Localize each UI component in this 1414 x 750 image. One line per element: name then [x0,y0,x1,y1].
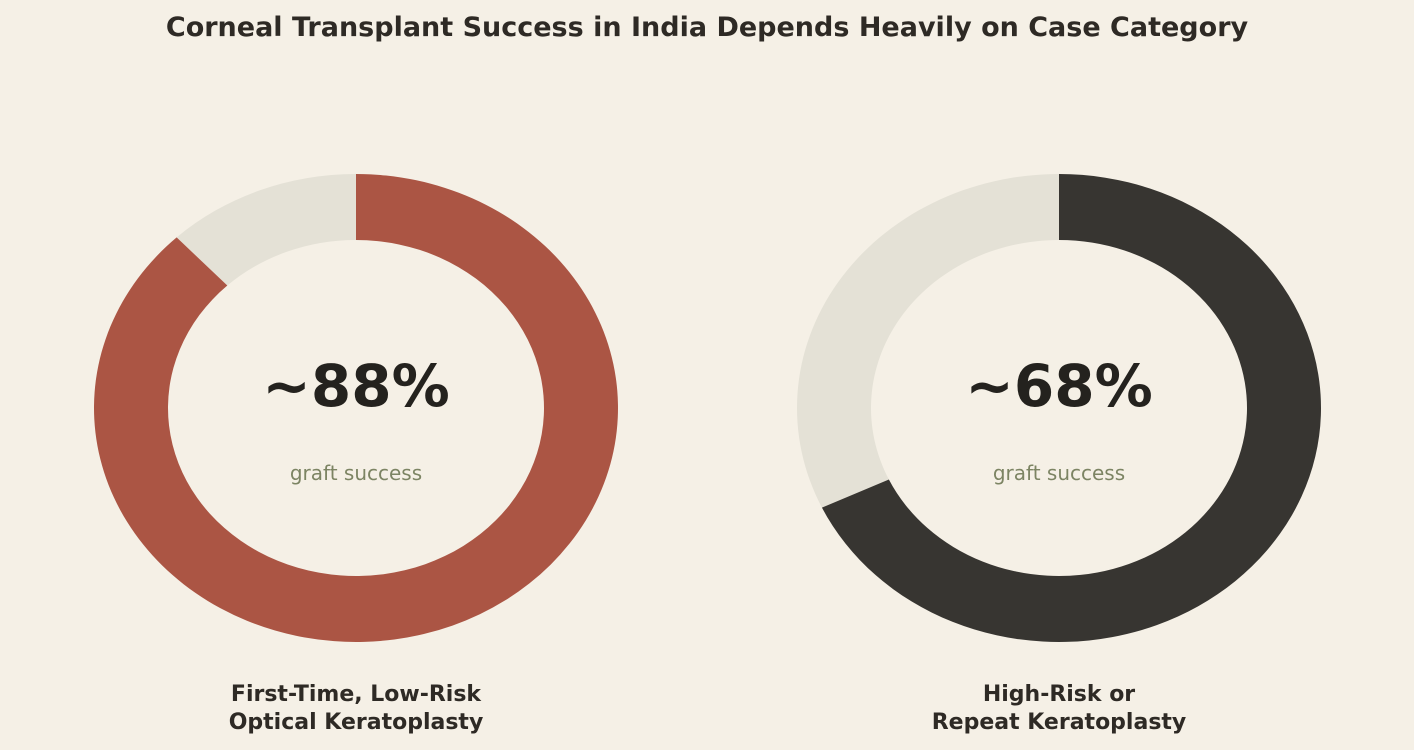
donut-1-label-line-2: Optical Keratoplasty [228,710,484,735]
donut-1-remainder-arc [176,174,356,286]
chart-title: Corneal Transplant Success in India Depe… [165,12,1249,43]
donut-1: ~88% graft success [93,174,618,642]
donut-1-category-label: First-Time, Low-Risk Optical Keratoplast… [106,681,606,737]
donut-2-label-line-1: High-Risk or [982,682,1136,707]
donut-1-value-label: ~88% [262,352,449,420]
donut-2: ~68% graft success [797,174,1321,642]
donut-2-remainder-arc [797,174,1059,508]
donut-2-label-line-2: Repeat Keratoplasty [931,710,1187,735]
donut-1-label-line-1: First-Time, Low-Risk [230,682,482,707]
donut-2-value-label: ~68% [965,352,1152,420]
donut-2-sublabel: graft success [993,461,1125,485]
donut-2-category-label: High-Risk or Repeat Keratoplasty [809,681,1309,737]
donut-1-sublabel: graft success [290,461,422,485]
donut-2-value-arc [821,174,1321,642]
